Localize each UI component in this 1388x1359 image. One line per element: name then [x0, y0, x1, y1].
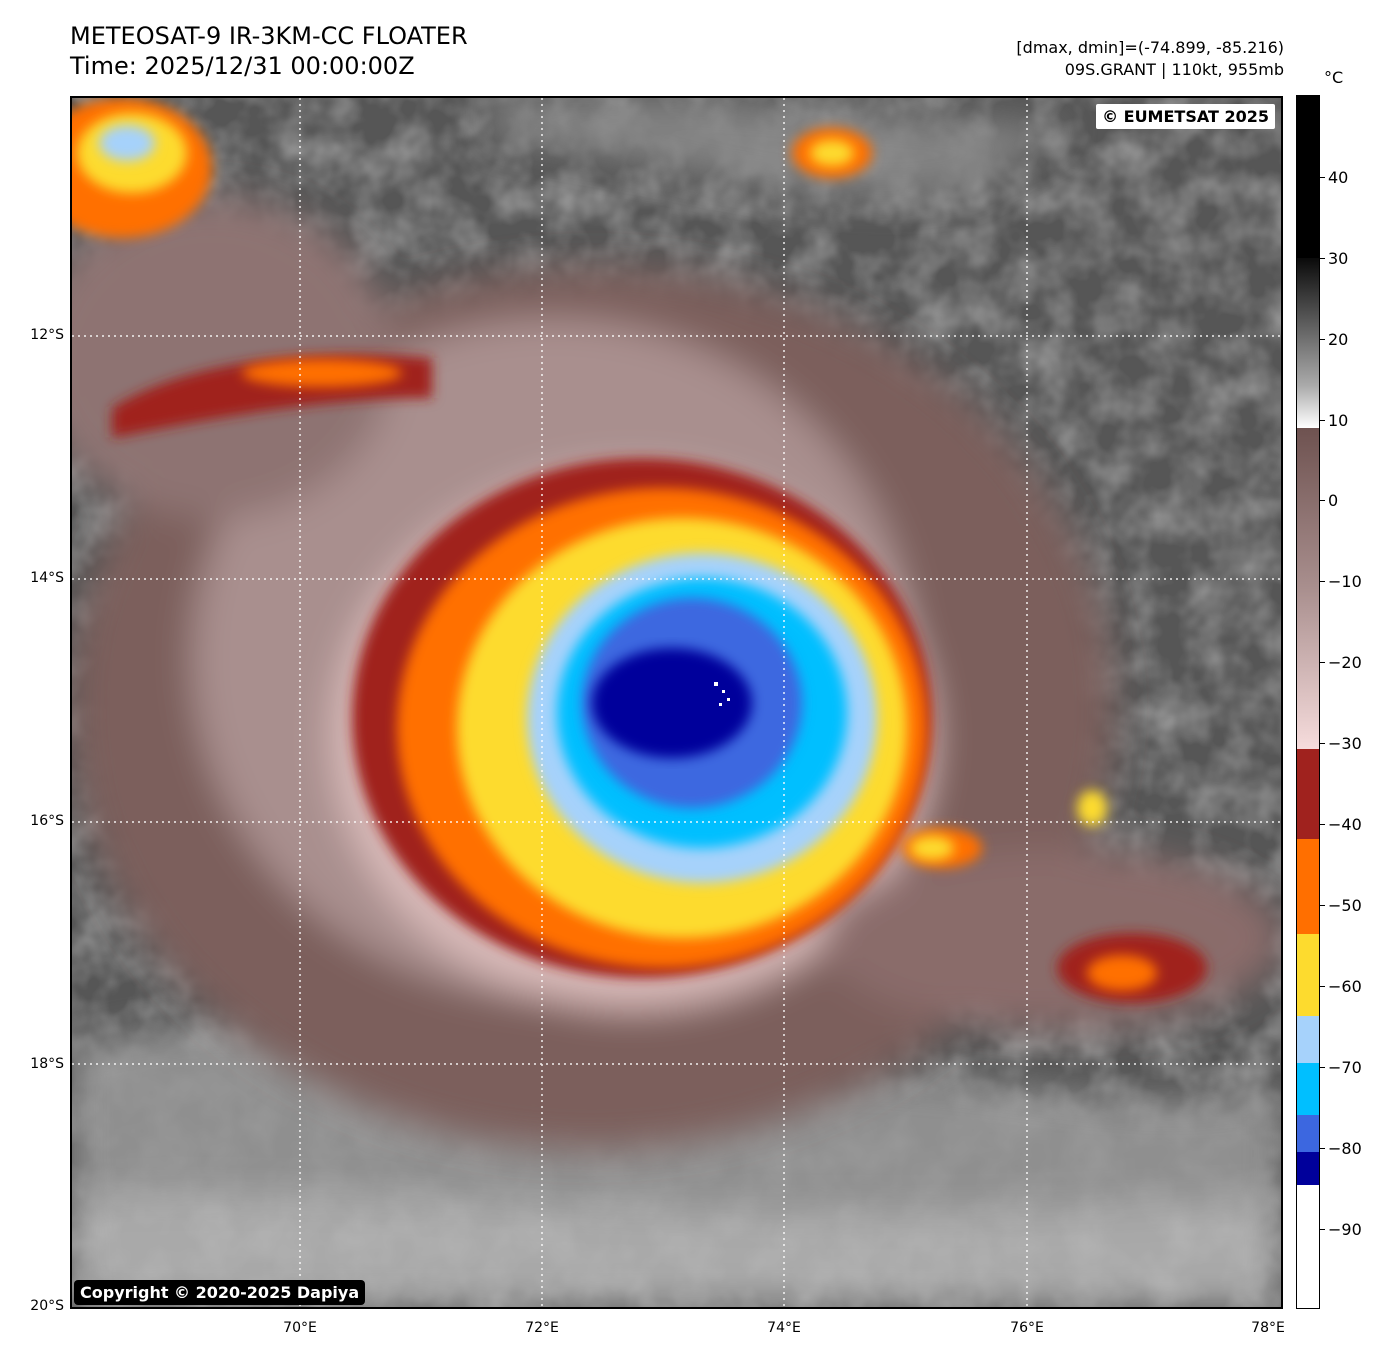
- satellite-map[interactable]: © EUMETSAT 2025 Copyright © 2020-2025 Da…: [70, 96, 1283, 1309]
- lon-label-70e: 70°E: [283, 1320, 317, 1336]
- colorbar-tick-minus80: −80: [1328, 1139, 1362, 1158]
- lon-label-78e: 78°E: [1251, 1320, 1285, 1336]
- temperature-colorbar: [1296, 95, 1320, 1309]
- colorbar-tick-minus40: −40: [1328, 815, 1362, 834]
- colorbar-tick-minus30: −30: [1328, 734, 1362, 753]
- eumetsat-credit: © EUMETSAT 2025: [1096, 104, 1275, 129]
- lat-label-14s: 14°S: [30, 570, 64, 586]
- colorbar-tick-0: 0: [1328, 491, 1339, 510]
- lon-label-74e: 74°E: [767, 1320, 801, 1336]
- lon-label-72e: 72°E: [525, 1320, 559, 1336]
- colorbar-unit: °C: [1324, 68, 1344, 87]
- colorbar-tick-20: 20: [1328, 330, 1349, 349]
- colorbar-tick-minus70: −70: [1328, 1058, 1362, 1077]
- colorbar-gradient: [1297, 96, 1319, 1308]
- colorbar-tick-minus50: −50: [1328, 896, 1362, 915]
- colorbar-tick-40: 40: [1328, 168, 1349, 187]
- colorbar-tick-minus60: −60: [1328, 977, 1362, 996]
- colorbar-tick-minus90: −90: [1328, 1220, 1362, 1239]
- colorbar-tick-minus10: −10: [1328, 572, 1362, 591]
- ir-imagery: [72, 98, 1281, 1307]
- lat-label-16s: 16°S: [30, 813, 64, 829]
- lat-label-12s: 12°S: [30, 327, 64, 343]
- colorbar-tick-10: 10: [1328, 411, 1349, 430]
- dapiya-copyright: Copyright © 2020-2025 Dapiya: [74, 1280, 366, 1305]
- product-title: METEOSAT-9 IR-3KM-CC FLOATER: [70, 22, 468, 50]
- colorbar-tick-minus20: −20: [1328, 653, 1362, 672]
- storm-info-label: 09S.GRANT | 110kt, 955mb: [1064, 60, 1284, 79]
- valid-time: Time: 2025/12/31 00:00:00Z: [70, 52, 415, 80]
- lat-label-18s: 18°S: [30, 1056, 64, 1072]
- data-range-label: [dmax, dmin]=(-74.899, -85.216): [1016, 38, 1284, 57]
- lat-label-20s: 20°S: [30, 1298, 64, 1314]
- lon-label-76e: 76°E: [1010, 1320, 1044, 1336]
- colorbar-tick-30: 30: [1328, 249, 1349, 268]
